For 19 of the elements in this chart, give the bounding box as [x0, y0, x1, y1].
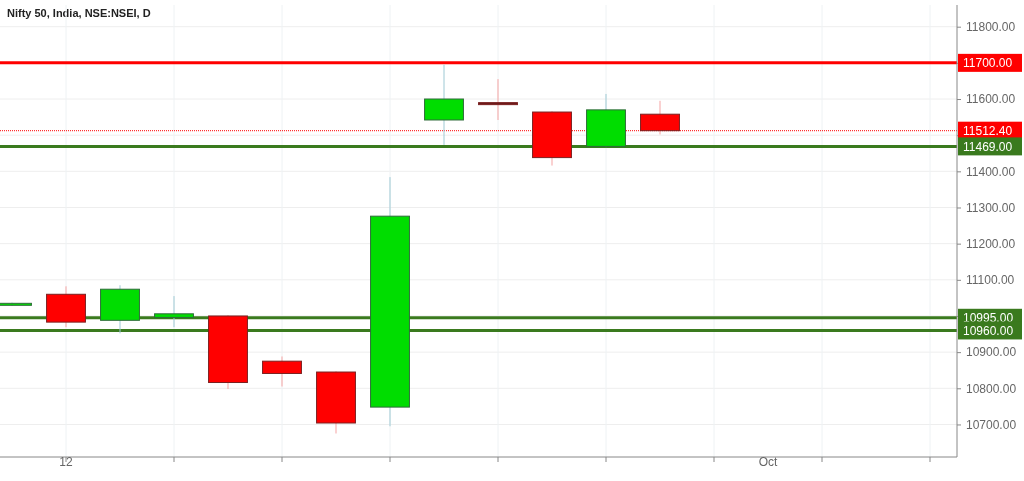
chart-title: Nifty 50, India, NSE:NSEI, D: [7, 7, 151, 19]
x-tick-label: Oct: [758, 455, 778, 469]
ref-line-label: 11512.40: [963, 124, 1013, 139]
candlestick: [154, 295, 194, 328]
y-tick-label: 11100.00: [966, 273, 1015, 288]
ref-line-label: 11469.00: [963, 139, 1013, 154]
y-tick-label: 10900.00: [966, 345, 1017, 360]
y-tick-label: 11400.00: [966, 164, 1016, 179]
y-tick-label: 11200.00: [966, 237, 1016, 251]
ref-line-label: 10995.00: [963, 311, 1014, 326]
y-tick-label: 11800.00: [966, 20, 1016, 35]
y-tick-label: 11300.00: [966, 200, 1016, 215]
y-tick-label: 10800.00: [966, 381, 1017, 396]
y-tick-label: 10700.00: [966, 417, 1017, 432]
y-tick-label: 11600.00: [966, 92, 1016, 107]
ref-line-label: 11700.00: [963, 56, 1013, 71]
ref-line-label: 10960.00: [963, 323, 1014, 338]
candlestick: [478, 78, 518, 121]
x-tick-label: 12: [59, 455, 73, 469]
